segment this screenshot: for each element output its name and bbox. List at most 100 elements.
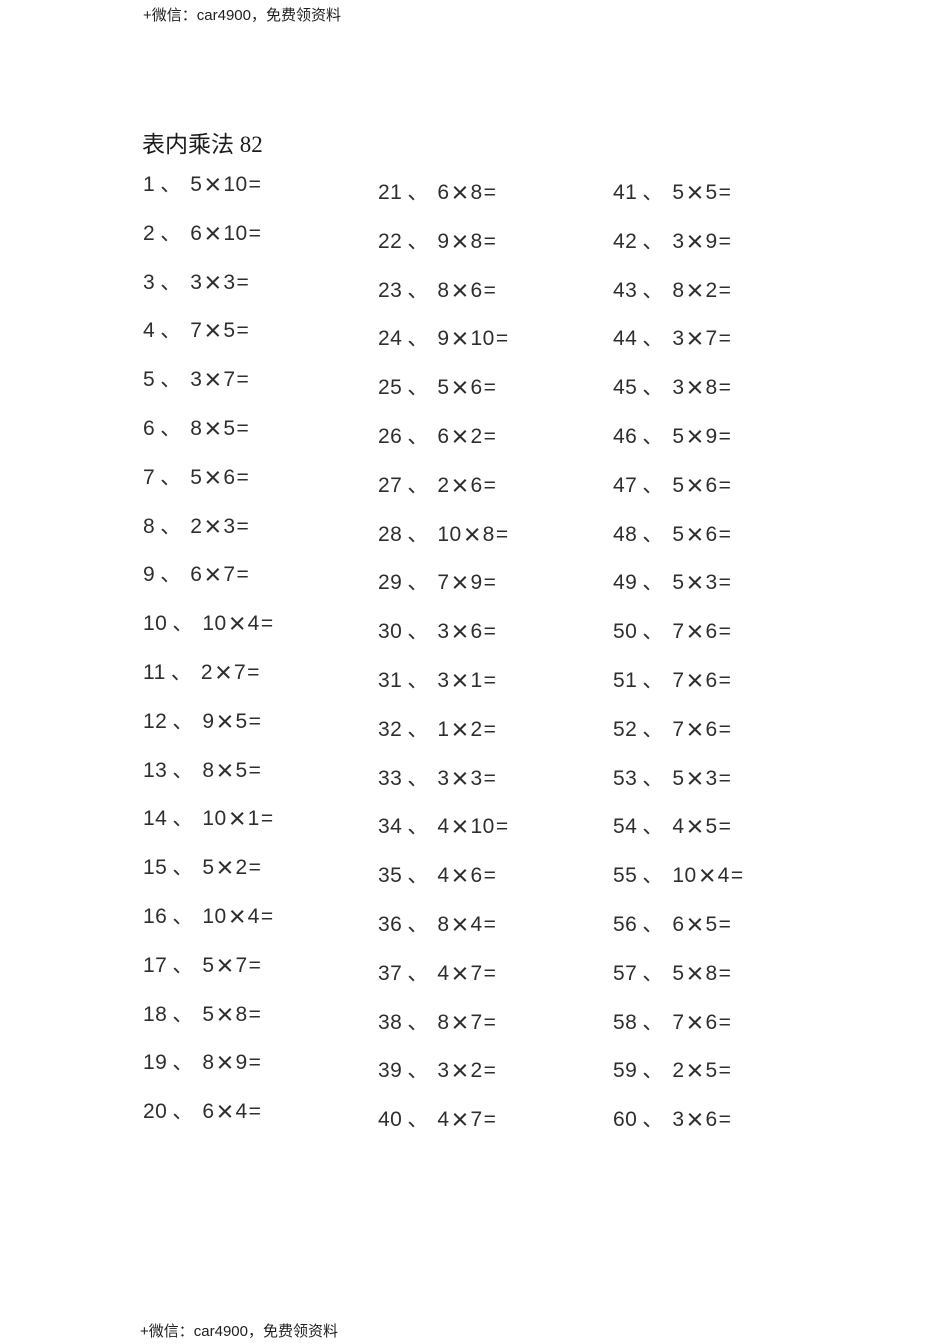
enumeration-comma: 、 (160, 221, 182, 245)
operand-a: 8 (437, 278, 450, 302)
footer-note: +微信：car4900，免费领资料 (140, 1323, 338, 1340)
multiplication-sign: × (204, 169, 222, 201)
multiplication-sign: × (451, 177, 469, 209)
multiplication-sign: × (204, 461, 222, 494)
enumeration-comma: 、 (642, 668, 664, 692)
problem-number: 56 (613, 912, 638, 936)
multiplication-sign: × (686, 469, 704, 502)
enumeration-comma: 、 (642, 229, 664, 253)
equals-sign: = (236, 514, 249, 538)
equals-sign: = (483, 424, 496, 448)
problem-row: 34、 4×10= (378, 813, 613, 862)
operand-b: 7 (233, 660, 247, 684)
problem-row: 52、 7×6= (613, 715, 848, 765)
operand-a: 4 (437, 864, 450, 888)
operand-a: 3 (437, 766, 450, 790)
equals-sign: = (236, 416, 249, 440)
enumeration-comma: 、 (407, 815, 429, 839)
problem-number: 43 (613, 278, 638, 302)
multiplication-sign: × (204, 510, 222, 543)
enumeration-comma: 、 (172, 904, 194, 928)
multiplication-sign: × (451, 372, 469, 405)
operand-b: 5 (223, 416, 236, 440)
problem-row: 8、 2×3= (143, 510, 378, 562)
problem-row: 39、 3×2= (378, 1057, 613, 1106)
equals-sign: = (236, 563, 249, 587)
problem-number: 30 (378, 620, 403, 644)
problem-row: 28、 10×8= (378, 520, 613, 570)
operand-a: 1 (437, 717, 450, 741)
operand-a: 2 (200, 660, 213, 684)
multiplication-sign: × (451, 1104, 469, 1137)
multiplication-sign: × (216, 998, 234, 1031)
problem-number: 3 (143, 270, 156, 294)
equals-sign: = (483, 229, 496, 253)
problem-number: 23 (378, 278, 403, 302)
operand-b: 6 (223, 465, 236, 489)
operand-b: 2 (470, 717, 483, 741)
multiplication-sign: × (204, 217, 222, 250)
operand-a: 5 (190, 465, 203, 489)
equals-sign: = (483, 1108, 496, 1132)
multiplication-sign: × (686, 323, 704, 356)
operand-b: 6 (705, 1010, 718, 1034)
problem-number: 54 (613, 815, 638, 839)
problem-number: 40 (378, 1108, 403, 1132)
operand-b: 6 (705, 1108, 718, 1132)
operand-a: 3 (190, 270, 203, 294)
equals-sign: = (718, 717, 731, 741)
enumeration-comma: 、 (642, 620, 664, 644)
enumeration-comma: 、 (170, 660, 192, 684)
operand-b: 4 (235, 1100, 248, 1124)
problem-number: 17 (143, 953, 168, 977)
equals-sign: = (260, 807, 274, 831)
problem-row: 13、 8×5= (143, 756, 378, 806)
enumeration-comma: 、 (642, 376, 664, 400)
problem-number: 10 (143, 612, 168, 636)
problem-number: 42 (613, 229, 638, 253)
operand-a: 5 (672, 181, 685, 204)
enumeration-comma: 、 (407, 864, 429, 888)
operand-a: 5 (202, 1002, 215, 1026)
problem-number: 13 (143, 758, 168, 782)
enumeration-comma: 、 (642, 815, 664, 839)
operand-a: 3 (190, 368, 203, 392)
multiplication-sign: × (686, 957, 704, 990)
equals-sign: = (483, 766, 496, 790)
operand-b: 1 (247, 807, 260, 831)
problem-row: 20、 6×4= (143, 1098, 378, 1147)
operand-a: 8 (190, 416, 203, 440)
problem-number: 60 (613, 1108, 638, 1132)
operand-a: 9 (437, 229, 450, 253)
operand-b: 6 (470, 278, 483, 302)
problem-row: 9、 6×7= (143, 561, 378, 610)
operand-b: 9 (705, 229, 718, 253)
operand-b: 3 (223, 270, 236, 294)
operand-b: 10 (223, 173, 248, 196)
equals-sign: = (718, 571, 731, 595)
enumeration-comma: 、 (642, 181, 664, 204)
enumeration-comma: 、 (642, 473, 664, 497)
multiplication-sign: × (451, 713, 469, 746)
operand-a: 2 (672, 1059, 685, 1083)
operand-a: 5 (202, 953, 215, 977)
equals-sign: = (483, 1059, 496, 1083)
problem-number: 15 (143, 856, 168, 880)
equals-sign: = (718, 473, 731, 497)
operand-a: 7 (672, 717, 685, 741)
problem-row: 40、 4×7= (378, 1106, 613, 1155)
multiplication-sign: × (686, 762, 704, 795)
problem-row: 19、 8×9= (143, 1049, 378, 1098)
multiplication-sign: × (216, 1047, 234, 1080)
operand-a: 8 (672, 278, 685, 302)
enumeration-comma: 、 (642, 766, 664, 790)
operand-b: 8 (470, 229, 483, 253)
problem-number: 27 (378, 473, 403, 497)
operand-a: 3 (672, 229, 685, 253)
problem-number: 4 (143, 319, 156, 343)
operand-a: 5 (437, 376, 450, 400)
problem-number: 49 (613, 571, 638, 595)
operand-b: 8 (705, 961, 718, 985)
problem-row: 42、 3×9= (613, 227, 848, 277)
operand-a: 2 (190, 514, 203, 538)
